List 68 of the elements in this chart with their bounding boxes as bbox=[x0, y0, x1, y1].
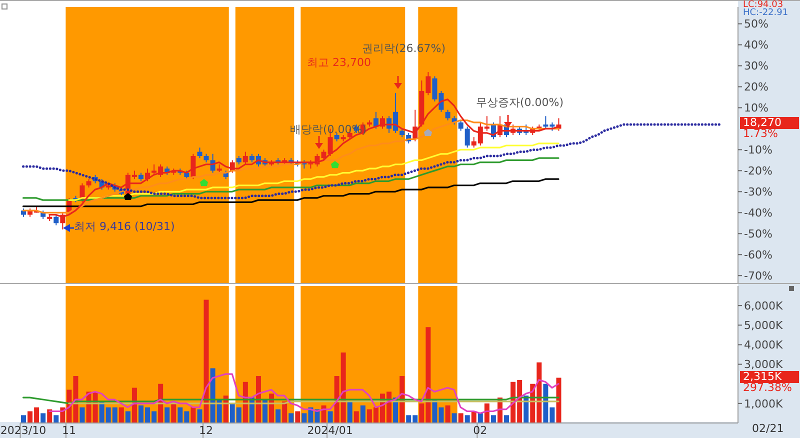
bar bbox=[118, 407, 124, 423]
line-series bbox=[22, 123, 723, 200]
y-tick-label: 10% bbox=[744, 102, 768, 115]
annotation: 최고 23,700 bbox=[307, 56, 371, 69]
y-tick-label: -40% bbox=[744, 206, 772, 220]
x-tick-label: 2023/10 bbox=[0, 424, 46, 437]
candlestick bbox=[54, 214, 59, 226]
y-tick-label: 6,000K bbox=[744, 299, 784, 312]
annotation: 최저 9,416 (10/31) bbox=[74, 220, 175, 233]
bar bbox=[490, 415, 496, 423]
bar bbox=[347, 401, 352, 423]
bar bbox=[204, 300, 209, 423]
bar bbox=[197, 409, 202, 423]
y-tick-label: -60% bbox=[744, 248, 772, 262]
bar bbox=[125, 411, 130, 423]
y-tick-label: -20% bbox=[744, 164, 772, 178]
bar bbox=[360, 405, 366, 423]
text: 02/21 bbox=[752, 422, 784, 435]
candlestick bbox=[445, 109, 450, 121]
candlestick bbox=[458, 120, 464, 132]
bar bbox=[21, 415, 26, 423]
y-tick-label: 40% bbox=[744, 38, 768, 52]
bar bbox=[288, 413, 294, 423]
text: LC:94.03 bbox=[743, 0, 784, 10]
bar bbox=[276, 409, 281, 423]
bar bbox=[452, 413, 457, 423]
bar bbox=[478, 413, 483, 423]
text: 2,315K bbox=[740, 370, 799, 383]
bar bbox=[282, 401, 288, 423]
y-tick-label: 5,000K bbox=[744, 319, 784, 332]
x-tick-label: 11 bbox=[62, 424, 76, 437]
y-tick-label: -10% bbox=[744, 144, 772, 157]
bar bbox=[80, 407, 85, 423]
text: 297.38% bbox=[743, 381, 792, 394]
y-tick-label: 30% bbox=[744, 60, 768, 73]
bar bbox=[54, 415, 59, 423]
bar bbox=[354, 411, 359, 423]
y-tick-label: -50% bbox=[744, 228, 772, 241]
y-tick-label: -70% bbox=[744, 270, 772, 283]
x-tick-label: 12 bbox=[199, 424, 214, 437]
candlestick bbox=[373, 111, 378, 130]
y-tick-label: -30% bbox=[744, 186, 772, 199]
bar bbox=[295, 411, 300, 423]
candlestick bbox=[464, 126, 470, 148]
text: HC:-22.91 bbox=[743, 8, 788, 18]
text: 18,270 bbox=[740, 116, 799, 129]
y-tick-label: 3,000K bbox=[744, 358, 784, 372]
bar bbox=[164, 407, 170, 423]
annotation: 무상증자(0.00%) bbox=[476, 96, 564, 109]
bar bbox=[40, 413, 46, 423]
text: 1.73% bbox=[743, 127, 778, 140]
y-tick-label: 1,000K bbox=[744, 397, 784, 410]
x-tick-label: 2024/01 bbox=[307, 424, 353, 437]
bar bbox=[458, 413, 464, 423]
bar bbox=[464, 415, 470, 423]
bar bbox=[171, 403, 176, 423]
y-tick-label: 4,000K bbox=[744, 338, 784, 352]
candlestick bbox=[197, 147, 202, 159]
line-series bbox=[48, 373, 560, 414]
bar bbox=[445, 405, 450, 423]
x-tick-label: 02 bbox=[473, 424, 488, 437]
bar bbox=[328, 411, 333, 423]
bar bbox=[556, 378, 562, 423]
y-tick-label: 50% bbox=[744, 18, 768, 31]
bar bbox=[190, 407, 196, 423]
bar bbox=[504, 415, 510, 423]
y-tick-label: 20% bbox=[744, 80, 768, 94]
candlestick bbox=[242, 151, 248, 165]
